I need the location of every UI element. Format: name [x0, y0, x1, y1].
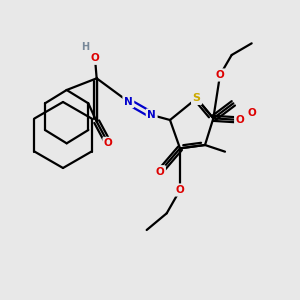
Text: O: O [247, 108, 256, 118]
Text: O: O [91, 53, 99, 63]
Text: H: H [81, 42, 89, 52]
Text: N: N [124, 97, 133, 107]
Text: O: O [176, 185, 184, 195]
Text: S: S [193, 93, 201, 103]
Text: O: O [156, 167, 164, 177]
Text: O: O [216, 70, 224, 80]
Text: O: O [104, 138, 113, 148]
Text: O: O [236, 115, 244, 125]
Text: N: N [147, 110, 156, 120]
